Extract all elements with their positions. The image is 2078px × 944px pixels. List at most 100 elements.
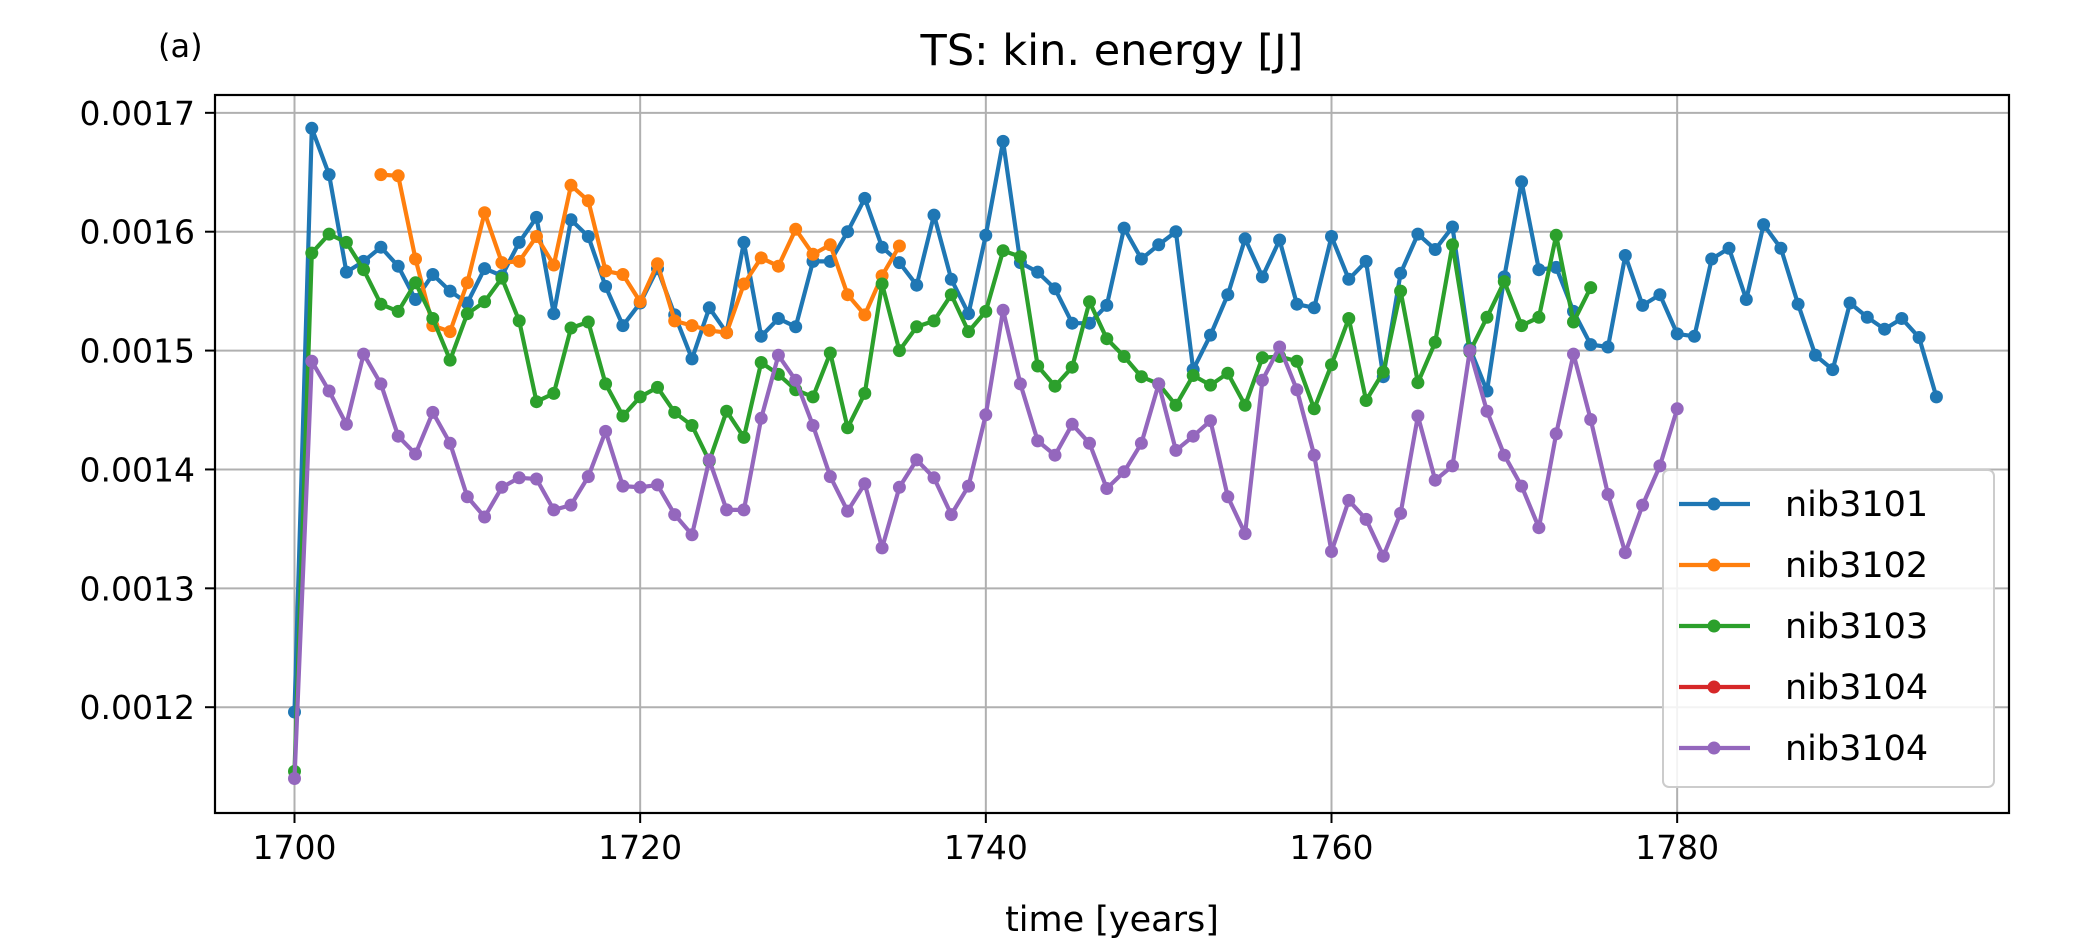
data-point <box>633 295 647 309</box>
data-point <box>1739 293 1753 306</box>
data-point <box>599 264 613 278</box>
data-point <box>1860 310 1874 324</box>
data-point <box>1342 272 1356 286</box>
data-point <box>1567 347 1580 361</box>
data-point <box>1584 413 1598 426</box>
data-point <box>1653 459 1667 473</box>
data-point <box>1238 527 1252 541</box>
data-point <box>530 210 543 224</box>
data-point <box>1169 225 1183 239</box>
data-point <box>460 296 474 310</box>
data-point <box>1601 340 1615 354</box>
series-nib3103-2 <box>288 227 1598 778</box>
data-point <box>564 213 578 227</box>
series-line <box>292 232 1593 772</box>
data-point <box>478 262 492 276</box>
data-point <box>927 471 941 485</box>
data-point <box>996 244 1010 258</box>
data-point <box>789 373 803 387</box>
data-point <box>841 421 855 435</box>
data-point <box>1515 479 1529 493</box>
data-point <box>1480 404 1494 418</box>
data-point <box>478 510 492 524</box>
series-line <box>292 126 1939 713</box>
data-point <box>962 325 975 339</box>
legend-item: nib3101 <box>1679 485 1928 525</box>
data-point <box>443 436 457 450</box>
data-point <box>1670 402 1684 416</box>
data-point <box>1446 459 1459 473</box>
data-point <box>1204 328 1217 342</box>
data-point <box>599 279 613 293</box>
data-point <box>374 377 388 391</box>
data-point <box>1515 175 1529 189</box>
data-point <box>512 235 526 249</box>
data-point <box>426 268 440 281</box>
data-point <box>581 315 595 329</box>
series-layer <box>288 121 1943 785</box>
data-point <box>1325 230 1338 243</box>
data-point <box>1757 218 1771 232</box>
data-point <box>305 354 319 368</box>
data-point <box>443 325 457 339</box>
data-point <box>771 312 785 325</box>
data-point <box>1065 417 1079 431</box>
data-point <box>1480 310 1494 324</box>
data-point <box>1290 354 1304 368</box>
data-point <box>944 288 958 302</box>
y-tick-label: 0.0013 <box>80 569 195 608</box>
data-point <box>599 377 613 391</box>
legend-swatch-marker <box>1707 558 1721 572</box>
data-point <box>1636 498 1650 512</box>
data-point <box>374 168 388 182</box>
data-point <box>1065 316 1079 330</box>
data-point <box>944 508 958 522</box>
data-point <box>1878 322 1892 336</box>
data-point <box>547 503 561 517</box>
data-point <box>495 271 509 285</box>
data-point <box>495 256 509 270</box>
data-point <box>1618 546 1632 560</box>
data-point <box>668 314 682 328</box>
data-point <box>409 447 422 461</box>
data-point <box>892 239 906 253</box>
data-point <box>754 356 768 369</box>
data-point <box>858 477 872 491</box>
data-point <box>737 235 751 249</box>
data-point <box>1618 249 1632 262</box>
data-point <box>754 329 768 343</box>
data-point <box>944 272 958 286</box>
data-point <box>460 307 474 321</box>
data-point <box>996 303 1010 317</box>
data-point <box>1065 360 1079 374</box>
data-point <box>1100 482 1114 495</box>
data-point <box>875 240 889 254</box>
legend-label: nib3102 <box>1785 546 1928 586</box>
data-point <box>910 320 924 334</box>
legend-label: nib3104 <box>1785 729 1928 769</box>
data-point <box>530 395 543 409</box>
data-point <box>1117 350 1131 363</box>
chart-title: TS: kin. energy [J] <box>920 26 1304 76</box>
data-point <box>599 424 613 438</box>
series-nib3102-1 <box>374 168 906 340</box>
data-point <box>685 528 699 542</box>
data-point <box>460 490 474 504</box>
data-point <box>737 430 751 444</box>
data-point <box>478 206 492 220</box>
data-point <box>892 256 906 270</box>
y-tick-label: 0.0016 <box>80 213 195 252</box>
data-point <box>305 121 319 135</box>
data-point <box>1117 465 1131 479</box>
legend-label: nib3101 <box>1785 485 1928 525</box>
data-point <box>858 386 872 400</box>
data-point <box>478 295 492 309</box>
data-point <box>1013 377 1027 391</box>
data-point <box>875 277 889 291</box>
data-point <box>1273 233 1287 247</box>
data-point <box>1515 319 1529 333</box>
data-point <box>1255 351 1269 365</box>
x-axis: 1700 1720 1740 1760 1780 <box>253 813 1719 867</box>
data-point <box>1636 298 1650 312</box>
data-point <box>996 134 1010 148</box>
